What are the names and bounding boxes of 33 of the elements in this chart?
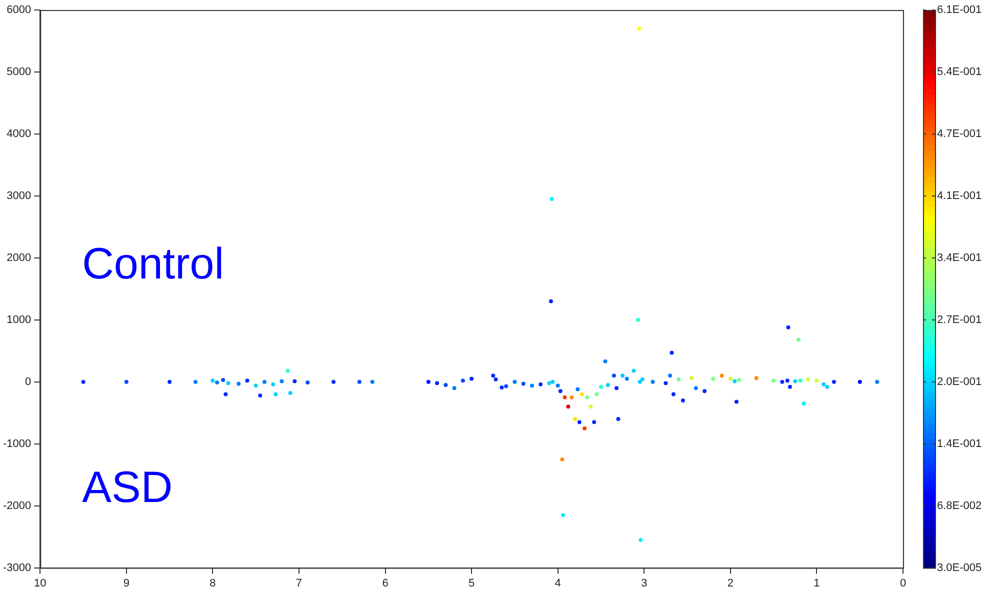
y-tick-label: 5000 (6, 66, 32, 78)
x-tick-label: 1 (814, 577, 820, 590)
x-tick-label: 7 (296, 577, 302, 590)
color-bar-label: 1.4E-001 (937, 438, 982, 450)
y-tick-label: 1000 (6, 314, 32, 326)
color-bar-label: 4.7E-001 (937, 128, 982, 140)
color-bar-label: 5.4E-001 (937, 66, 982, 78)
annotation: ASD (82, 462, 173, 512)
x-tick-label: 9 (123, 577, 130, 590)
x-tick-label: 5 (468, 577, 475, 590)
x-tick-label: 4 (554, 577, 561, 590)
x-tick-label: 6 (382, 577, 388, 590)
y-tick-label: -1000 (2, 438, 32, 450)
color-bar-label: 6.1E-001 (937, 4, 982, 16)
x-tick-label: 8 (210, 577, 216, 590)
y-tick-label: -2000 (2, 500, 32, 512)
x-tick-label: 0 (900, 577, 906, 590)
y-tick-label: 0 (25, 376, 32, 388)
color-bar-label: 2.7E-001 (937, 314, 982, 326)
y-tick-label: 6000 (6, 4, 32, 16)
color-bar-label: 6.8E-002 (937, 500, 982, 512)
y-tick-label: 2000 (6, 252, 32, 264)
x-tick-label: 10 (34, 577, 46, 590)
color-bar-label: 2.0E-001 (937, 376, 982, 388)
x-tick-label: 3 (641, 577, 648, 590)
x-tick-label: 2 (727, 577, 734, 590)
color-bar-label: 3.4E-001 (937, 252, 982, 264)
y-tick-label: 3000 (6, 190, 32, 202)
color-bar-label: 4.1E-001 (937, 190, 982, 202)
y-tick-label: -3000 (2, 562, 32, 574)
color-bar-label: 3.0E-005 (937, 562, 982, 574)
annotation: Control (82, 240, 224, 289)
y-tick-label: 4000 (6, 128, 32, 140)
